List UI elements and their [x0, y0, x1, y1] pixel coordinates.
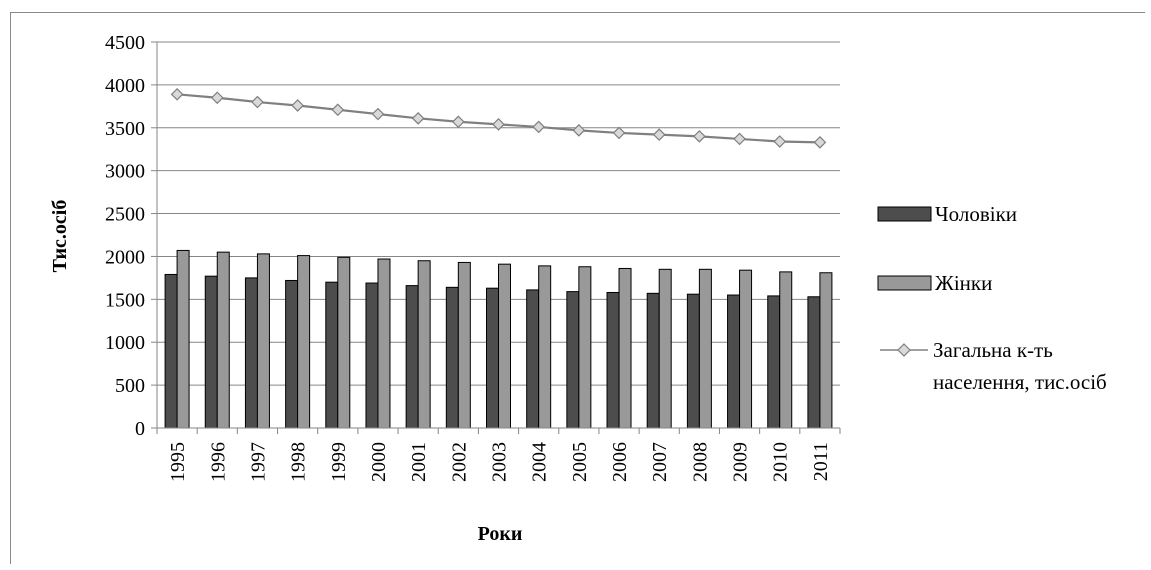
x-tick-label-2007: 2007 [649, 442, 671, 482]
bar-women-1998 [297, 255, 311, 429]
legend-item-men: Чоловіки [877, 202, 1017, 226]
legend-label-total-line1: Загальна к-ть [933, 338, 1053, 362]
legend-marker-total [897, 343, 911, 357]
x-tick-label-2008: 2008 [689, 442, 711, 482]
line-total-marker-2003 [492, 117, 505, 131]
x-tick-label-1998: 1998 [288, 442, 310, 482]
y-tick-label-500: 500 [115, 375, 145, 397]
bar-men-2003 [486, 287, 499, 429]
y-tick-label-1000: 1000 [105, 332, 145, 354]
y-axis-title: Тис.осіб [49, 200, 71, 273]
bar-women-2006 [618, 267, 632, 429]
y-tick-label-2500: 2500 [105, 204, 145, 226]
line-total-marker-2001 [411, 111, 425, 125]
bar-men-1999 [325, 281, 339, 429]
bar-women-1996 [216, 251, 230, 429]
x-tick-label-2005: 2005 [569, 442, 591, 482]
axes [151, 41, 841, 434]
line-total-marker-2010 [773, 135, 787, 148]
x-tick-label-1996: 1996 [207, 442, 229, 482]
line-total-marker-2011 [813, 136, 827, 149]
y-tick-label-4500: 4500 [105, 32, 145, 54]
bar-women-2010 [779, 271, 793, 429]
line-total-marker-2008 [693, 130, 706, 143]
line-total-marker-1995 [170, 87, 184, 101]
bar-men-2000 [365, 282, 379, 429]
y-tick-label-0: 0 [135, 418, 145, 440]
legend-item-total: Загальна к-ть населення, тис.осіб [880, 338, 1107, 394]
x-tick-label-2001: 2001 [408, 442, 430, 482]
line-total-marker-1998 [291, 99, 304, 112]
bar-women-2009 [739, 269, 753, 429]
bar-men-2006 [606, 291, 620, 429]
line-total-marker-2007 [652, 128, 666, 141]
bar-women-2011 [819, 272, 833, 429]
bar-series [164, 249, 833, 429]
bar-men-1998 [285, 279, 299, 429]
line-total-marker-2009 [733, 132, 746, 146]
y-tick-label-1500: 1500 [105, 289, 145, 311]
bar-men-1996 [204, 275, 218, 429]
legend-label-women: Жінки [935, 271, 992, 295]
y-tick-label-3000: 3000 [105, 161, 145, 183]
bar-men-2010 [767, 295, 781, 429]
bar-men-2004 [526, 289, 540, 429]
bar-women-1997 [256, 253, 270, 429]
bar-men-2001 [405, 285, 419, 429]
x-tick-label-2011: 2011 [810, 442, 832, 481]
tick-labels: 0 500 1000 1500 2000 2500 3000 3500 4000 4500 1995… [105, 32, 832, 482]
x-tick-label-1999: 1999 [328, 442, 350, 482]
line-total-marker-2002 [451, 115, 465, 129]
y-tick-label-2000: 2000 [105, 246, 145, 268]
line-total-marker-2005 [572, 124, 586, 137]
line-series [170, 87, 827, 149]
bar-women-2002 [457, 261, 471, 429]
x-tick-label-2000: 2000 [368, 442, 390, 482]
x-tick-label-2010: 2010 [770, 442, 792, 482]
bar-men-2002 [445, 286, 459, 429]
bar-women-2004 [538, 265, 552, 429]
line-total-marker-1996 [210, 91, 224, 105]
legend: Чоловіки Жінки Загальна к-ть населення, … [877, 202, 1107, 394]
bar-women-2000 [377, 258, 391, 429]
x-tick-label-2003: 2003 [489, 442, 511, 482]
x-axis-title: Роки [478, 523, 523, 545]
legend-label-men: Чоловіки [935, 202, 1017, 226]
bar-women-2007 [658, 268, 672, 429]
bar-men-2005 [566, 291, 580, 429]
line-total-marker-2000 [371, 107, 385, 121]
line-total-marker-2006 [612, 126, 626, 140]
bar-women-2003 [498, 263, 511, 429]
bar-women-2005 [578, 266, 592, 429]
x-tick-label-2006: 2006 [609, 442, 631, 482]
bar-women-1995 [176, 249, 190, 429]
legend-swatch-women [877, 275, 932, 291]
bar-women-2008 [698, 268, 712, 429]
chart-frame [10, 12, 1145, 564]
x-tick-label-2009: 2009 [730, 442, 752, 482]
line-total-marker-1999 [331, 103, 345, 117]
y-tick-label-3500: 3500 [105, 118, 145, 140]
line-total-marker-1997 [251, 95, 264, 109]
x-tick-label-1995: 1995 [167, 442, 189, 482]
x-tick-label-1997: 1997 [247, 442, 269, 482]
bar-men-2011 [807, 296, 821, 429]
bar-women-2001 [417, 260, 431, 429]
legend-label-total-line2: населення, тис.осіб [933, 370, 1107, 394]
legend-item-women: Жінки [877, 271, 992, 295]
bar-men-1995 [164, 273, 178, 429]
bar-men-1997 [244, 277, 258, 429]
legend-swatch-men [877, 206, 932, 222]
bar-men-2007 [646, 292, 660, 429]
x-tick-label-2004: 2004 [529, 442, 551, 482]
x-tick-label-2002: 2002 [448, 442, 470, 482]
bar-men-2008 [686, 293, 700, 429]
bar-men-2009 [727, 294, 741, 429]
y-tick-label-4000: 4000 [105, 75, 145, 97]
bar-women-1999 [337, 256, 351, 429]
line-total-marker-2004 [532, 120, 546, 134]
